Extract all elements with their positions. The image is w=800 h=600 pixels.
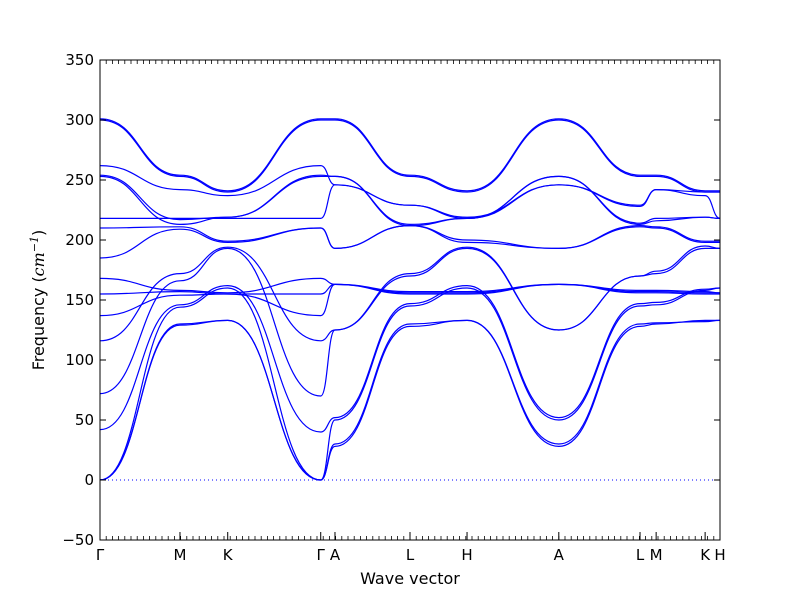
x-tick-label: A [554, 546, 565, 564]
x-tick-label: K [223, 546, 234, 564]
y-axis-label-prefix: Frequency ( [29, 276, 48, 370]
y-tick-label: 100 [65, 351, 94, 369]
band-line-17 [99, 118, 720, 192]
y-axis-label-unit: cm [29, 252, 48, 276]
y-tick-label: 0 [84, 471, 94, 489]
x-tick-label: A [330, 546, 341, 564]
band-line-12 [100, 184, 721, 220]
band-line-3 [99, 287, 721, 481]
x-axis-label: Wave vector [360, 569, 460, 588]
x-tick-label: Γ [96, 546, 105, 564]
band-line-6 [99, 245, 721, 342]
band-line-14 [99, 174, 721, 226]
band-lines-layer [99, 118, 721, 481]
band-line-15 [99, 164, 720, 218]
y-tick-label: 300 [65, 111, 94, 129]
band-line-1 [99, 319, 720, 481]
x-tick-label: K [700, 546, 711, 564]
y-ticks-layer: −50 0 50 100 150 200 250 300 350 [62, 51, 720, 549]
y-axis-label-exponent: −1 [28, 236, 41, 252]
band-line-4 [99, 284, 721, 433]
y-tick-label: 200 [65, 231, 94, 249]
x-tick-label: L [636, 546, 645, 564]
y-axis-label-suffix: ) [29, 230, 48, 236]
x-tick-label: L [406, 546, 415, 564]
band-line-5 [99, 247, 720, 397]
plot-frame [99, 59, 721, 541]
band-line-11 [99, 224, 720, 250]
x-tick-label: M [174, 546, 187, 564]
x-tick-label: Γ [317, 546, 326, 564]
y-tick-label: 50 [75, 411, 94, 429]
y-tick-label: 250 [65, 171, 94, 189]
x-tick-label: H [461, 546, 472, 564]
y-tick-label: 350 [65, 51, 94, 69]
x-tick-label: M [650, 546, 663, 564]
band-line-8 [99, 283, 720, 295]
x-tick-label: H [714, 546, 725, 564]
band-line-2 [99, 319, 721, 481]
y-tick-label: −50 [62, 531, 94, 549]
y-axis-label: Frequency (cm−1) [28, 230, 48, 371]
band-line-16 [99, 119, 720, 193]
band-line-9 [99, 277, 721, 294]
y-tick-label: 150 [65, 291, 94, 309]
band-line-10 [99, 224, 720, 259]
